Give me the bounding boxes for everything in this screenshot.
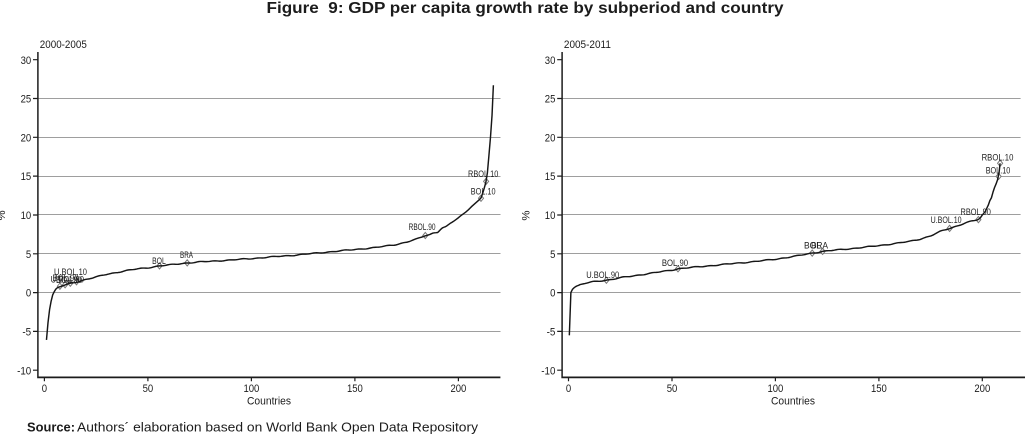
svg-text:RBOL.90: RBOL.90: [409, 222, 436, 233]
svg-text:5: 5: [550, 249, 555, 261]
svg-text:20: 20: [21, 132, 32, 144]
svg-text:100: 100: [243, 383, 259, 395]
svg-text:BOL: BOL: [804, 241, 822, 252]
svg-text:RBOL.10: RBOL.10: [468, 169, 498, 180]
svg-text:15: 15: [21, 171, 32, 183]
svg-text:BOL.10: BOL.10: [986, 166, 1011, 177]
svg-text:Countries: Countries: [771, 396, 815, 408]
svg-text:BOL.90: BOL.90: [53, 273, 79, 284]
svg-text:200: 200: [450, 383, 466, 395]
svg-text:100: 100: [767, 383, 783, 395]
svg-text:0: 0: [26, 288, 31, 300]
svg-text:50: 50: [143, 383, 154, 395]
svg-text:-10: -10: [17, 365, 31, 377]
svg-text:150: 150: [347, 383, 363, 395]
svg-text:-10: -10: [541, 365, 555, 377]
svg-text:50: 50: [667, 383, 678, 395]
svg-text:150: 150: [871, 383, 887, 395]
svg-text:BOL.90: BOL.90: [662, 258, 688, 269]
svg-text:20: 20: [545, 132, 556, 144]
svg-text:2005-2011: 2005-2011: [564, 39, 611, 51]
svg-text:Countries: Countries: [247, 396, 291, 408]
svg-text:10: 10: [21, 210, 32, 222]
svg-text:10: 10: [545, 210, 556, 222]
svg-text:BRA: BRA: [811, 241, 829, 252]
svg-text:U.BOL.90: U.BOL.90: [51, 274, 84, 285]
svg-text:Authors´ elaboration based on: Authors´ elaboration based on World Bank…: [77, 419, 479, 434]
svg-text:5: 5: [26, 249, 31, 261]
svg-text:%: %: [521, 210, 533, 220]
svg-text:%: %: [0, 210, 8, 220]
svg-text:U.BOL.10: U.BOL.10: [54, 267, 87, 278]
svg-text:2000-2005: 2000-2005: [40, 39, 87, 51]
svg-text:30: 30: [21, 55, 32, 67]
svg-text:BOL.90: BOL.90: [56, 275, 82, 286]
svg-text:RBOL.10: RBOL.10: [982, 152, 1014, 163]
svg-text:30: 30: [545, 55, 556, 67]
svg-text:-5: -5: [547, 327, 556, 339]
svg-text:-5: -5: [22, 327, 31, 339]
svg-text:200: 200: [974, 383, 990, 395]
svg-text:25: 25: [21, 94, 32, 106]
svg-text:Figure 9: GDP per capita grow: Figure 9: GDP per capita growth rate by …: [267, 0, 784, 17]
svg-text:U.BOL.10: U.BOL.10: [931, 215, 962, 226]
svg-text:25: 25: [545, 94, 556, 106]
svg-text:0: 0: [550, 288, 555, 300]
svg-text:BOL: BOL: [152, 256, 166, 267]
svg-text:0: 0: [42, 383, 47, 395]
svg-text:BRA: BRA: [180, 250, 193, 261]
svg-text:BOL.10: BOL.10: [471, 187, 496, 198]
svg-text:U.BOL.90: U.BOL.90: [586, 270, 619, 281]
svg-text:RBOL.90: RBOL.90: [961, 207, 991, 218]
svg-text:0: 0: [566, 383, 571, 395]
svg-text:Source:: Source:: [27, 419, 75, 434]
svg-text:15: 15: [545, 171, 556, 183]
